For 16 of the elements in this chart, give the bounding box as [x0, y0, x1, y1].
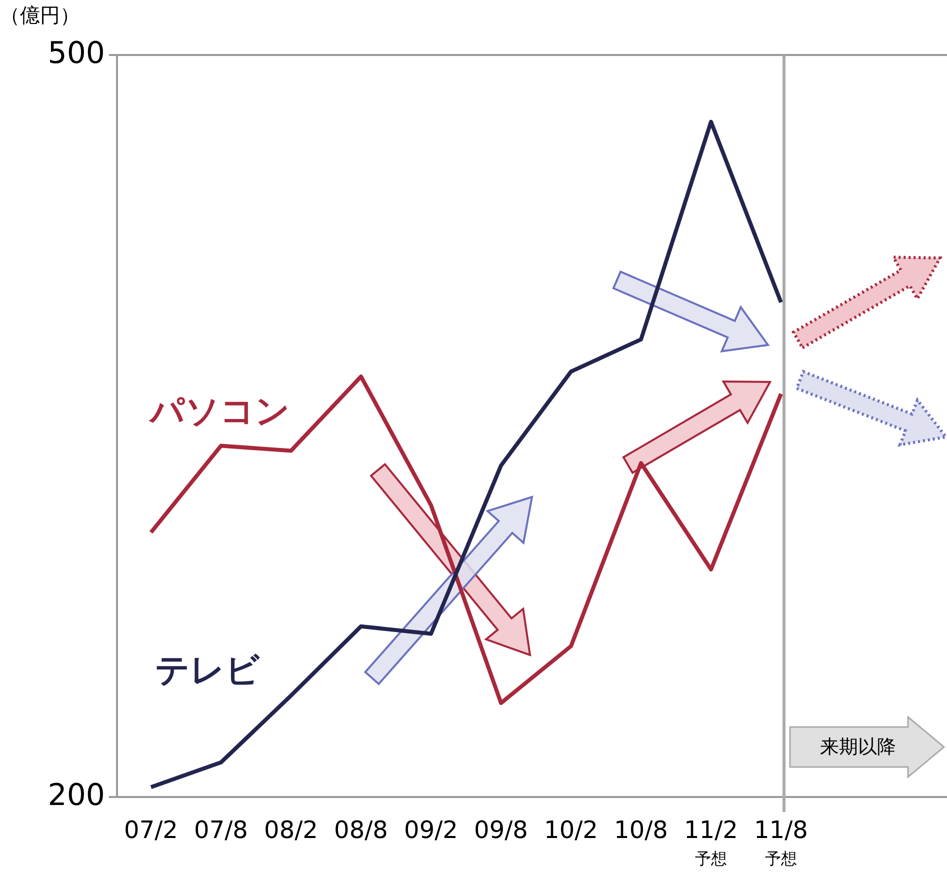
x-tick-label: 09/2 [404, 816, 458, 844]
x-tick-label: 07/2 [124, 816, 178, 844]
x-tick-label: 10/2 [544, 816, 598, 844]
line-series [149, 374, 783, 706]
x-tick-label: 08/8 [334, 816, 388, 844]
y-axis-title: （億円） [0, 3, 80, 27]
x-tick-label: 08/2 [264, 816, 318, 844]
x-tick-label: 09/8 [474, 816, 528, 844]
x-tick-label: 07/8 [194, 816, 248, 844]
line-series [149, 120, 783, 790]
y-tick-label: 500 [48, 36, 105, 72]
x-tick-label: 10/8 [614, 816, 668, 844]
y-tick-label: 200 [48, 778, 105, 814]
series-label: テレビ [155, 650, 260, 690]
series-label: パソコン [148, 391, 290, 432]
text: 来期以降 [820, 736, 896, 758]
